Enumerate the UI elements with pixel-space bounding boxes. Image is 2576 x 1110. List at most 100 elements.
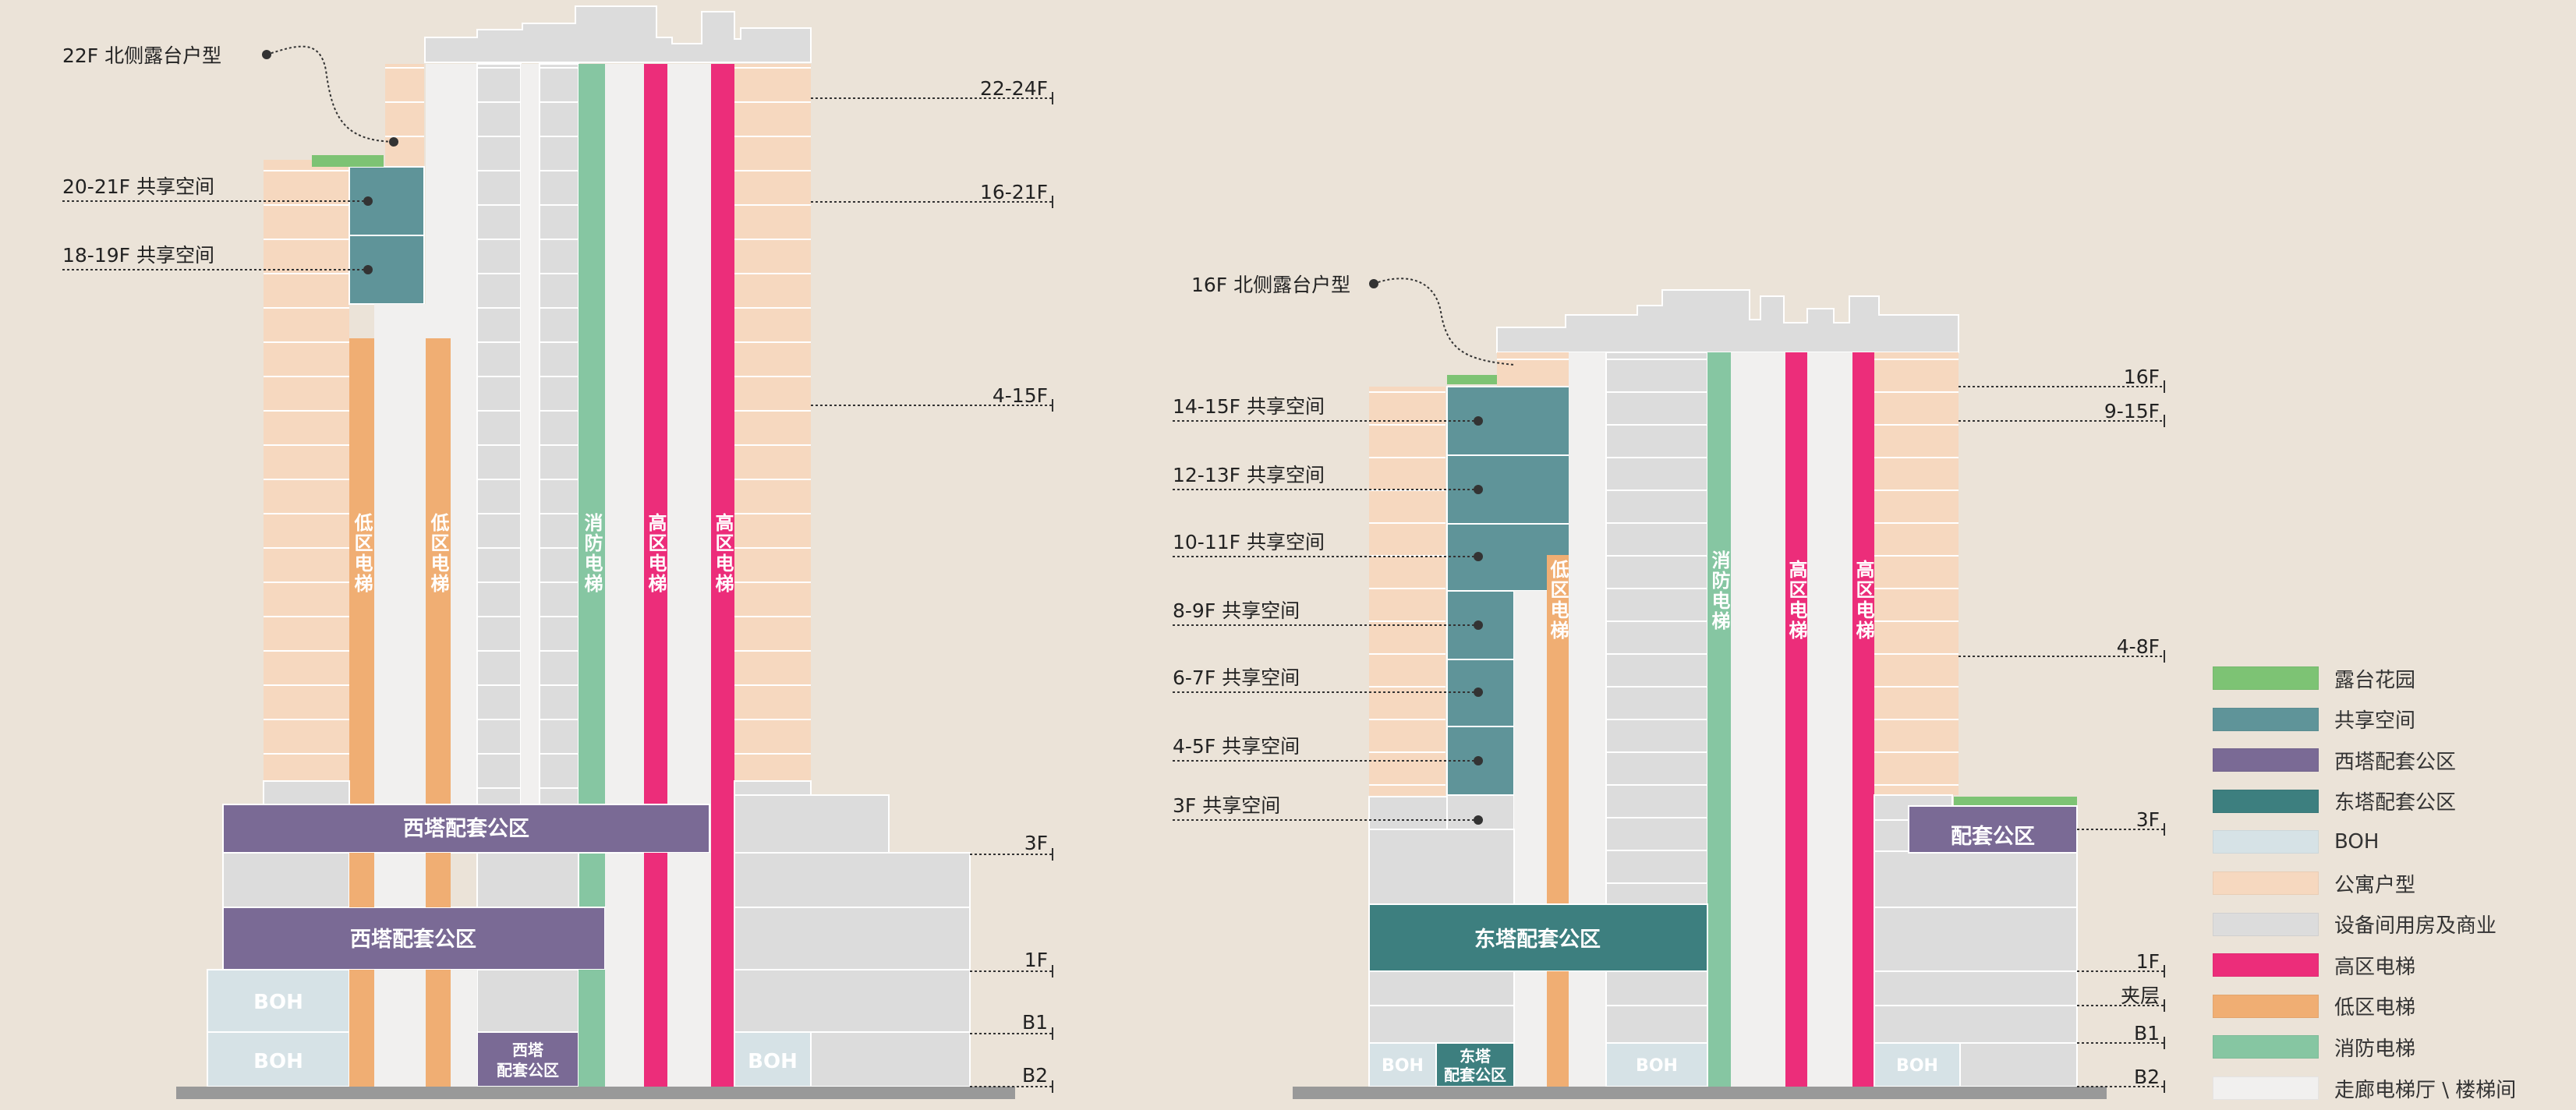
legend-swatch — [2213, 871, 2319, 895]
east-high-elevator-1-label: 高区电梯 — [1785, 559, 1807, 641]
west-boh-2-label: BOH — [253, 1050, 303, 1073]
leader-end-ticks — [1052, 92, 2165, 1093]
east-floor-label-1f: 1F — [2136, 950, 2160, 973]
east-tower — [1293, 289, 2107, 1099]
legend-swatch — [2213, 994, 2319, 1018]
west-podium-2f-left — [222, 852, 350, 908]
legend-label: 设备间用房及商业 — [2334, 914, 2497, 939]
legend-label: 共享空间 — [2334, 709, 2416, 734]
east-floor-label-16f: 16F — [2124, 366, 2160, 388]
legend-item: 设备间用房及商业 — [2213, 909, 2496, 940]
legend-swatch — [2213, 1035, 2319, 1059]
west-podium-b1-right — [734, 969, 971, 1033]
east-podium-3f-left — [1368, 796, 1448, 830]
legend-item: 消防电梯 — [2213, 1031, 2415, 1062]
legend-item: 露台花园 — [2213, 663, 2415, 694]
east-shared-label-1: 14-15F 共享空间 — [1173, 395, 1325, 418]
east-apartments-top — [1497, 352, 1570, 387]
legend-swatch — [2213, 748, 2319, 772]
east-top-callout: 16F 北侧露台户型 — [1191, 274, 1350, 296]
east-terrace-garden — [1447, 375, 1497, 384]
east-podium-mid-1f — [1605, 970, 1708, 1006]
east-high-elevator-2 — [1852, 352, 1874, 1087]
east-amenity-small-line2: 配套公区 — [1444, 1066, 1506, 1084]
east-floor-label-mezz: 夹层 — [2121, 985, 2160, 1007]
east-boh-1 — [1368, 1042, 1437, 1087]
west-amenity-upper — [222, 804, 710, 854]
legend-label: BOH — [2334, 830, 2380, 854]
west-podium-2f-right — [734, 852, 971, 908]
east-rooftop-machinery — [1496, 289, 1959, 353]
east-amenity-3f-label: 配套公区 — [1951, 825, 2035, 849]
legend-swatch — [2213, 912, 2319, 936]
west-shared-label-1: 20-21F 共享空间 — [62, 175, 214, 198]
east-podium-b2-right — [1959, 1042, 2078, 1087]
east-apartments-left — [1369, 387, 1445, 797]
west-low-elevator-2-label: 低区电梯 — [427, 513, 450, 594]
east-podium-mezz-right — [1874, 970, 2078, 1006]
legend-swatch — [2213, 666, 2319, 690]
west-high-elevator-2-label: 高区电梯 — [712, 512, 734, 594]
east-amenity-main — [1368, 903, 1708, 972]
east-corridor-c — [1731, 352, 1785, 1087]
legend-item: 西塔配套公区 — [2213, 744, 2456, 776]
west-amenity-lower-label: 西塔配套公区 — [350, 928, 476, 952]
legend-swatch — [2213, 953, 2319, 977]
east-podium-mezz-left — [1368, 1005, 1515, 1044]
east-amenity-main-label: 东塔配套公区 — [1474, 927, 1601, 952]
west-rooftop-machinery — [424, 5, 812, 63]
west-floor-label-4-15: 4-15F — [993, 384, 1048, 407]
west-top-callout: 22F 北侧露台户型 — [62, 44, 221, 67]
east-amenity-small-line1: 东塔 — [1460, 1047, 1491, 1066]
west-podium-b1-mid — [476, 969, 579, 1033]
east-floor-label-3f: 3F — [2136, 808, 2160, 831]
west-high-elevator-1-label: 高区电梯 — [645, 512, 667, 594]
legend-swatch — [2213, 1076, 2319, 1100]
east-corridor-b — [1569, 352, 1606, 1087]
west-tower — [176, 5, 1015, 1099]
east-apartments-right — [1874, 352, 1959, 795]
west-podium-upper-left — [263, 780, 350, 805]
west-podium-3f-right — [734, 794, 890, 854]
east-fire-elevator-label: 消防电梯 — [1708, 550, 1730, 631]
east-high-elevator-2-label: 高区电梯 — [1852, 559, 1874, 641]
legend-item: 高区电梯 — [2213, 949, 2415, 981]
legend-label: 露台花园 — [2334, 668, 2416, 692]
east-shared-3f — [1446, 794, 1515, 830]
east-boh-2 — [1605, 1042, 1708, 1087]
west-equipment-column-2 — [539, 63, 579, 805]
legend-item: 低区电梯 — [2213, 991, 2415, 1022]
east-terrace-garden-3f — [1954, 797, 2077, 806]
legend-label: 消防电梯 — [2334, 1037, 2416, 1061]
east-floor-label-9-15: 9-15F — [2104, 400, 2160, 422]
west-floor-label-b2: B2 — [1022, 1064, 1048, 1087]
legend-label: 走廊电梯厅 \ 楼梯间 — [2334, 1078, 2517, 1102]
west-fire-elevator-label: 消防电梯 — [581, 513, 603, 594]
west-podium-2f-mid — [476, 852, 579, 908]
east-high-elevator-1 — [1785, 352, 1807, 1087]
east-floor-label-b1: B1 — [2134, 1022, 2160, 1045]
east-floor-label-4-8: 4-8F — [2117, 635, 2160, 658]
east-boh-1-label: BOH — [1382, 1056, 1424, 1076]
west-shared-label-2: 18-19F 共享空间 — [62, 244, 214, 267]
west-ground-line — [176, 1087, 1015, 1099]
west-floor-label-b1: B1 — [1022, 1011, 1048, 1034]
west-boh-1-label: BOH — [253, 991, 303, 1014]
east-low-elevator-label: 低区电梯 — [1547, 560, 1569, 641]
west-shared-space-18-19 — [349, 235, 425, 305]
east-boh-3 — [1874, 1042, 1961, 1087]
legend-swatch — [2213, 830, 2319, 854]
east-corridor-a — [1514, 591, 1547, 1087]
leader-lines — [62, 45, 2164, 1087]
east-shared-label-6: 4-5F 共享空间 — [1173, 735, 1300, 758]
legend-label: 低区电梯 — [2334, 996, 2416, 1020]
west-terrace-garden — [312, 155, 384, 167]
east-podium-2f-right — [1874, 850, 2078, 908]
west-podium-b2-right — [810, 1031, 971, 1087]
east-podium-2f-left — [1368, 829, 1515, 905]
east-shared-label-5: 6-7F 共享空间 — [1173, 666, 1300, 689]
west-floor-label-22-24: 22-24F — [980, 77, 1048, 100]
legend-item: 走廊电梯厅 \ 楼梯间 — [2213, 1073, 2516, 1104]
east-boh-3-label: BOH — [1896, 1056, 1938, 1076]
legend-item: BOH — [2213, 826, 2379, 857]
